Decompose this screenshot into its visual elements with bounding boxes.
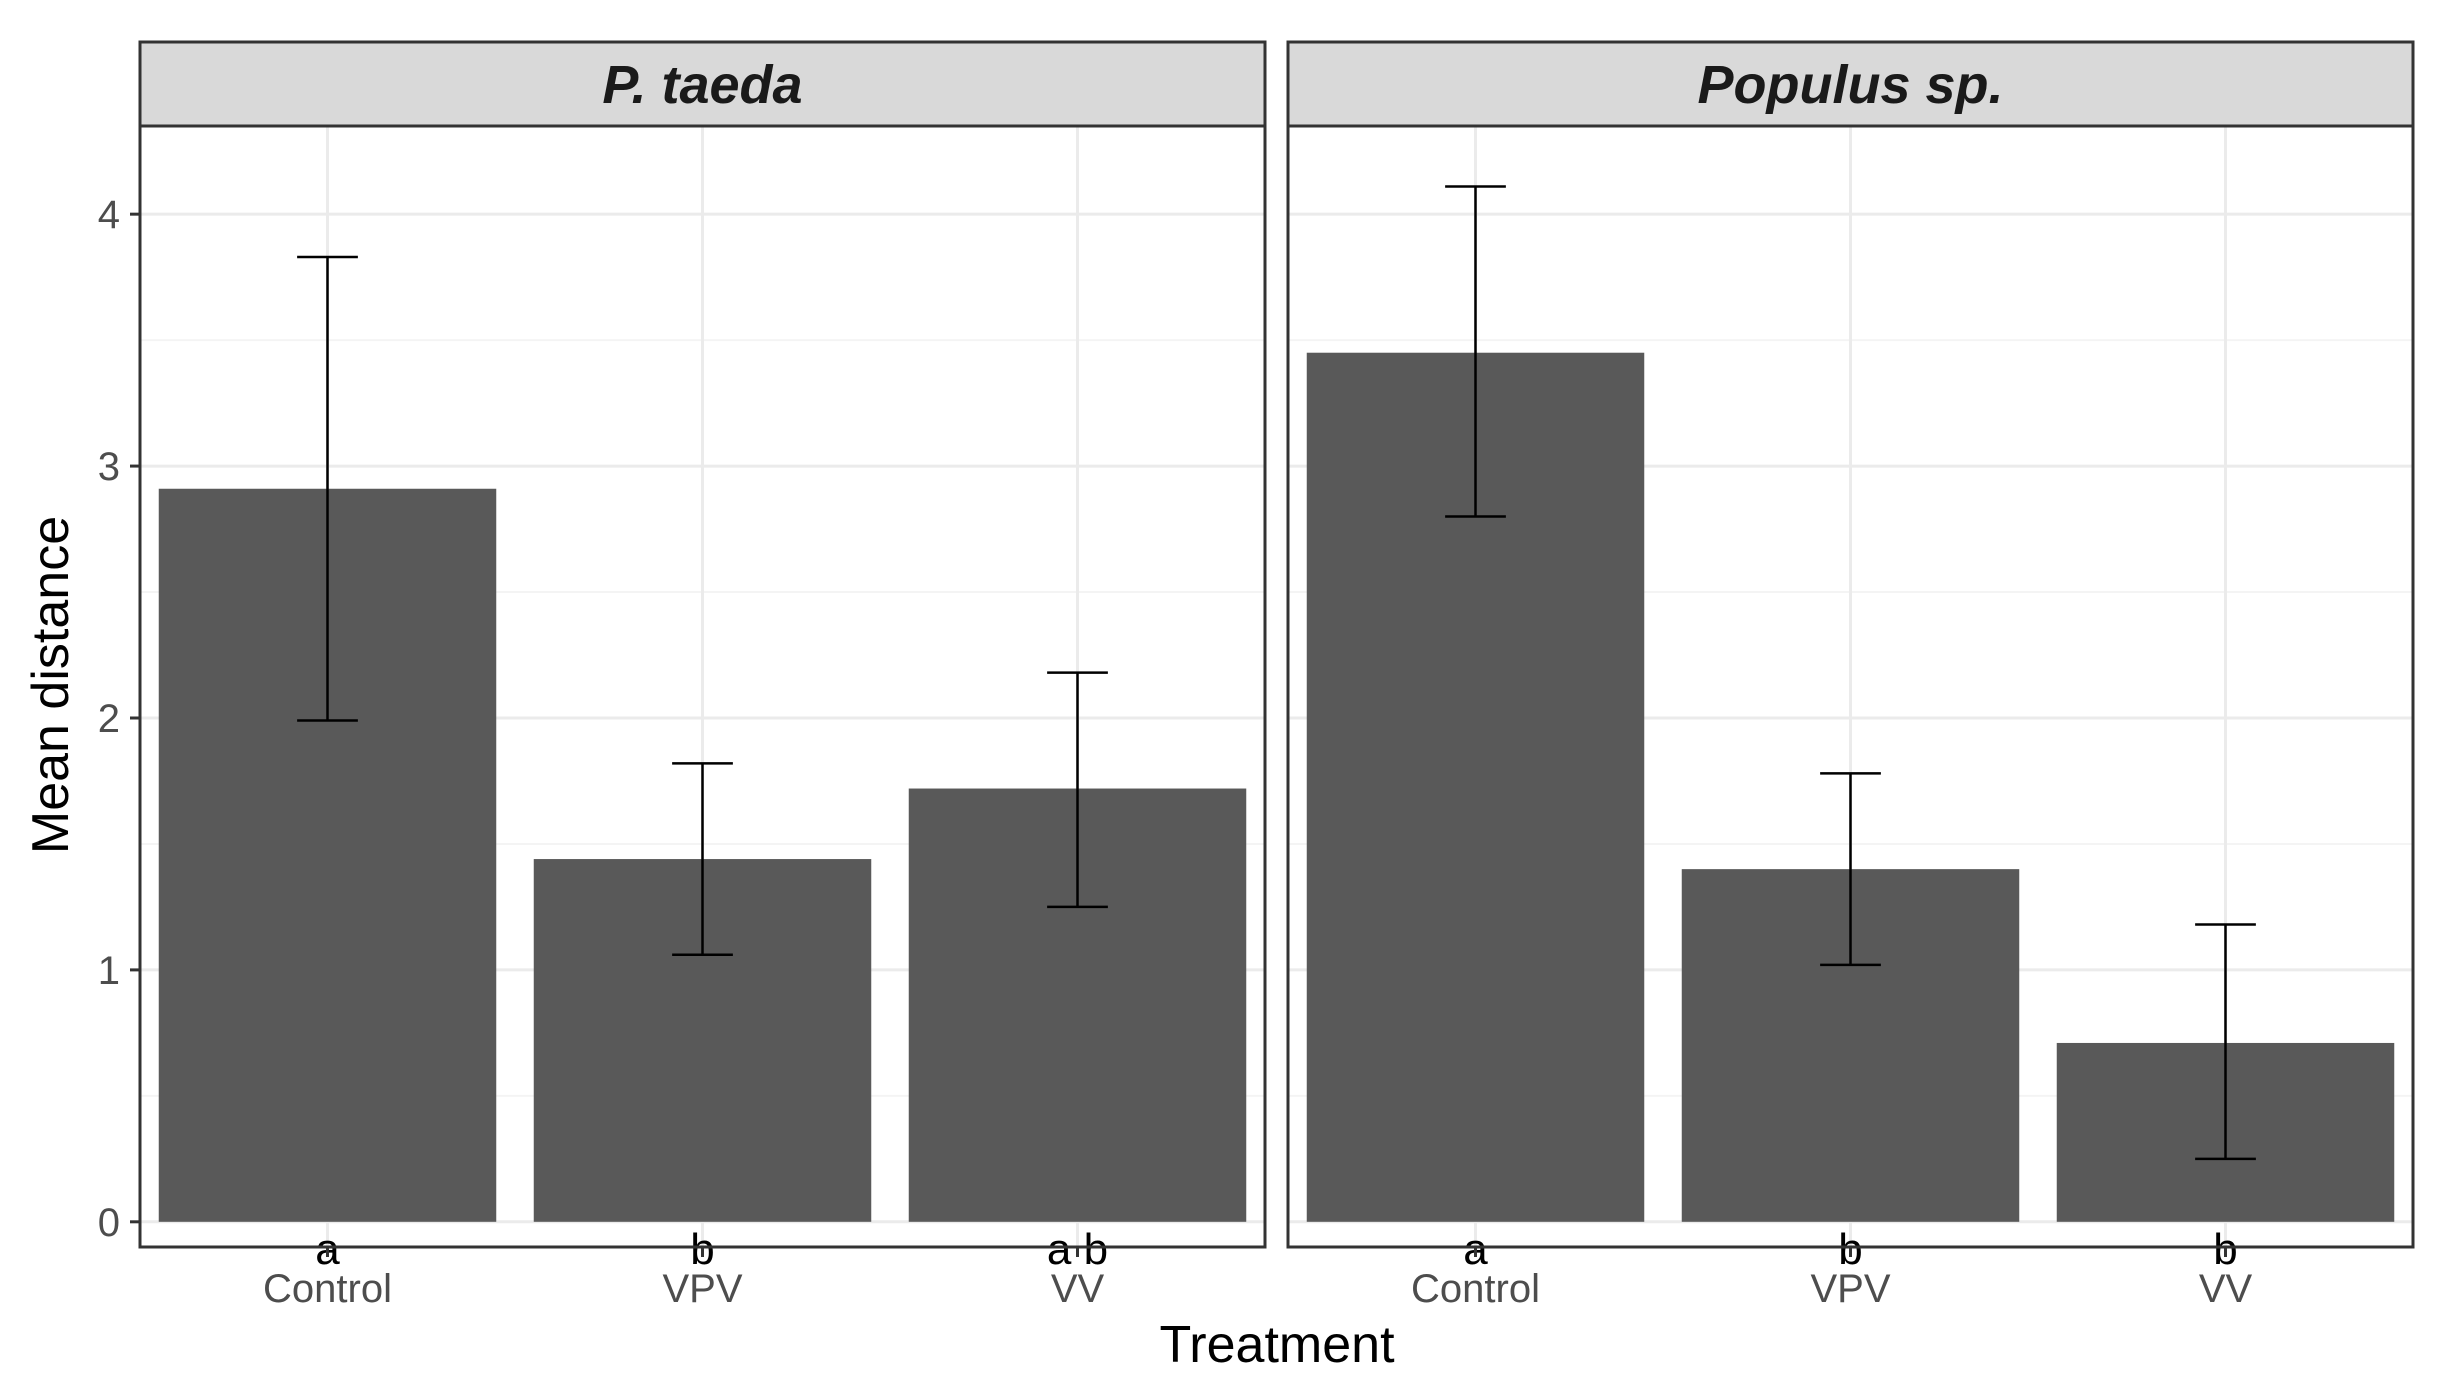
- y-tick-label: 4: [98, 193, 120, 237]
- panels-layer: aba bP. taedaControlVPVVV01234abbPopulus…: [98, 42, 2413, 1311]
- facet-title: Populus sp.: [1697, 55, 2003, 115]
- chart: aba bP. taedaControlVPVVV01234abbPopulus…: [0, 0, 2437, 1390]
- faceted-bar-chart: aba bP. taedaControlVPVVV01234abbPopulus…: [0, 0, 2437, 1390]
- y-tick-label: 2: [98, 697, 120, 741]
- y-tick-label: 0: [98, 1201, 120, 1245]
- x-tick-label: VPV: [662, 1267, 742, 1311]
- panel-1: aba bP. taedaControlVPVVV01234: [98, 42, 1265, 1311]
- x-tick-label: VV: [2199, 1267, 2253, 1311]
- panel-2: abbPopulus sp.ControlVPVVV: [1288, 42, 2413, 1311]
- facet-title: P. taeda: [602, 55, 802, 115]
- x-tick-label: Control: [263, 1267, 392, 1311]
- x-tick-label: Control: [1411, 1267, 1540, 1311]
- y-tick-label: 3: [98, 445, 120, 489]
- y-axis-title: Mean distance: [22, 516, 80, 854]
- y-tick-label: 1: [98, 949, 120, 993]
- x-tick-label: VPV: [1810, 1267, 1890, 1311]
- x-axis-title: Treatment: [1159, 1316, 1395, 1374]
- x-tick-label: VV: [1051, 1267, 1105, 1311]
